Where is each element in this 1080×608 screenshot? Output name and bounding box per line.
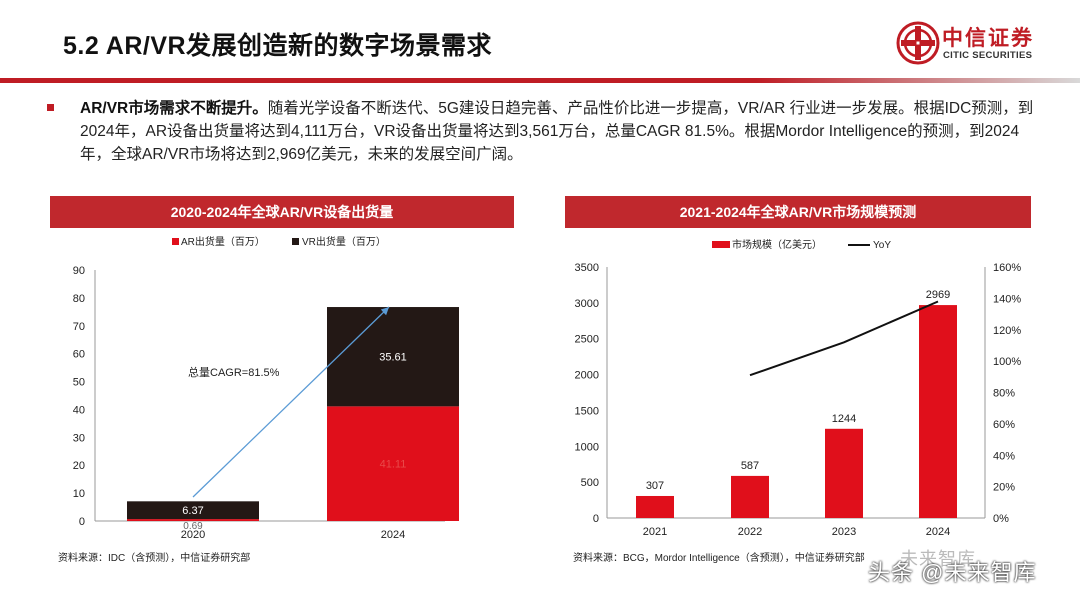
logo-subtext: CITIC SECURITIES <box>943 50 1033 61</box>
data-label: 587 <box>741 460 759 472</box>
intro-paragraph: AR/VR市场需求不断提升。随着光学设备不断迭代、5G建设日趋完善、产品性价比进… <box>80 97 1040 166</box>
y-tick-label: 90 <box>73 265 85 277</box>
y2-tick-label: 20% <box>993 482 1015 494</box>
data-label: 1244 <box>832 413 856 425</box>
y-tick-label: 3500 <box>575 262 599 274</box>
data-label: 2969 <box>926 289 950 301</box>
citic-logo <box>896 21 940 65</box>
y-tick-label: 1500 <box>575 405 599 417</box>
market-panel-title: 2021-2024年全球AR/VR市场规模预测 <box>565 196 1031 228</box>
x-tick-label: 2024 <box>381 529 405 541</box>
legend-swatch <box>292 238 299 245</box>
logo-text: 中信证券 <box>942 27 1034 50</box>
y-tick-label: 50 <box>73 377 85 389</box>
y-tick-label: 3000 <box>575 298 599 310</box>
bar <box>636 495 674 518</box>
y2-tick-label: 160% <box>993 262 1021 274</box>
y-tick-label: 500 <box>581 477 599 489</box>
legend-label: 市场规模（亿美元） <box>732 238 822 251</box>
cagr-arrow <box>192 306 390 498</box>
y2-tick-label: 120% <box>993 325 1021 337</box>
y-tick-label: 70 <box>73 321 85 333</box>
watermark: 头条 @未来智库 <box>868 560 1037 585</box>
yoy-line <box>749 300 939 377</box>
data-label: 0.69 <box>183 521 203 532</box>
data-label: 35.61 <box>379 352 407 364</box>
legend-label: VR出货量（百万） <box>302 235 386 248</box>
x-tick-label: 2021 <box>643 526 667 538</box>
citic-logo-emblem <box>896 21 940 65</box>
y-tick-label: 2500 <box>575 334 599 346</box>
bar-segment <box>127 519 259 521</box>
bar <box>919 305 957 518</box>
bar <box>825 428 863 518</box>
y-tick-label: 40 <box>73 404 85 416</box>
y-tick-label: 20 <box>73 460 85 472</box>
market-source-note: 资料来源：BCG，Mordor Intelligence（含预测），中信证券研究… <box>573 553 865 564</box>
bar-segment <box>127 501 259 520</box>
y2-tick-label: 40% <box>993 450 1015 462</box>
y2-tick-label: 0% <box>993 513 1009 525</box>
intro-body: 随着光学设备不断迭代、5G建设日趋完善、产品性价比进一步提高，VR/AR 行业进… <box>80 100 1034 163</box>
bullet-icon <box>47 104 54 111</box>
legend-swatch <box>172 238 179 245</box>
bar-segment <box>327 406 459 521</box>
data-label: 307 <box>646 480 664 492</box>
y-tick-label: 80 <box>73 293 85 305</box>
y2-tick-label: 60% <box>993 419 1015 431</box>
y-tick-label: 30 <box>73 432 85 444</box>
title-divider <box>0 78 1080 83</box>
x-tick-label: 2022 <box>738 526 762 538</box>
y-tick-label: 2000 <box>575 370 599 382</box>
y-tick-label: 0 <box>79 516 85 528</box>
x-tick-label: 2023 <box>832 526 856 538</box>
y-tick-label: 60 <box>73 349 85 361</box>
faint-watermark: 未来智库 <box>900 549 976 569</box>
cagr-annotation: 总量CAGR=81.5% <box>188 365 280 379</box>
y-tick-label: 1000 <box>575 441 599 453</box>
bar <box>731 475 769 518</box>
legend-label: YoY <box>873 240 891 251</box>
data-label: 41.11 <box>380 459 407 471</box>
y2-tick-label: 80% <box>993 388 1015 400</box>
legend-label: AR出货量（百万） <box>181 235 265 248</box>
y2-tick-label: 100% <box>993 356 1021 368</box>
intro-lead: AR/VR市场需求不断提升。 <box>80 100 268 117</box>
y-tick-label: 0 <box>593 513 599 525</box>
data-label: 6.37 <box>182 505 203 517</box>
shipments-source-note: 资料来源：IDC（含预测），中信证券研究部 <box>58 553 251 564</box>
legend-swatch <box>712 241 730 248</box>
page-title: 5.2 AR/VR发展创造新的数字场景需求 <box>63 32 493 60</box>
y-tick-label: 10 <box>73 488 85 500</box>
bar-segment <box>327 307 459 407</box>
x-tick-label: 2024 <box>926 526 950 538</box>
x-tick-label: 2020 <box>181 529 205 541</box>
shipments-panel-title: 2020-2024年全球AR/VR设备出货量 <box>50 196 514 228</box>
y2-tick-label: 140% <box>993 293 1021 305</box>
